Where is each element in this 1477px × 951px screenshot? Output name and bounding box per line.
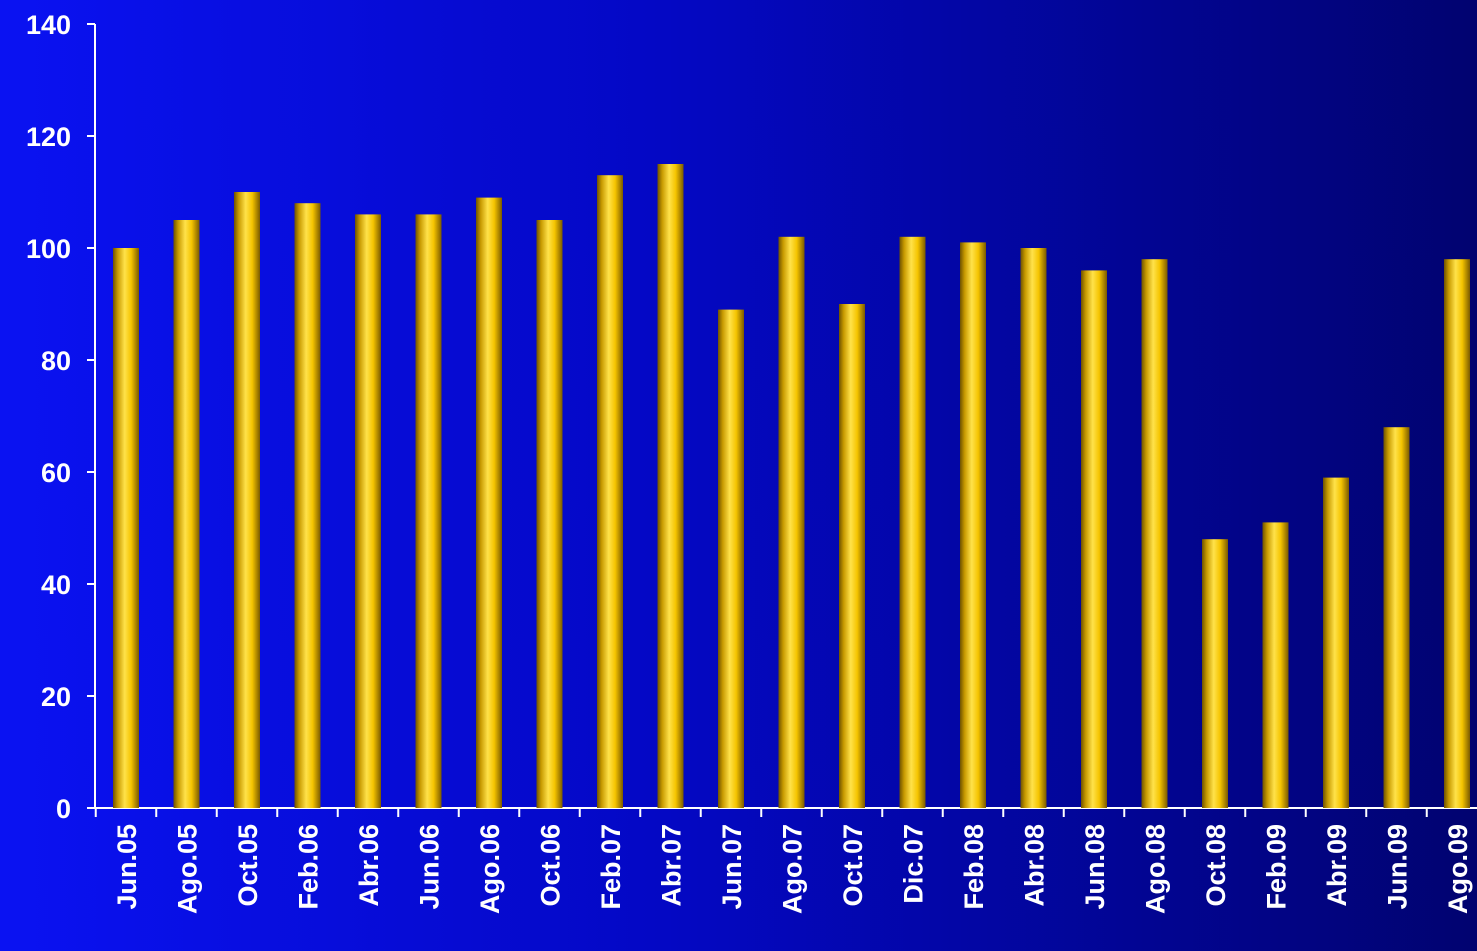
x-tick-label: Jun.09 [1383,824,1413,910]
x-tick-label: Jun.08 [1080,824,1110,910]
bar-jun-07 [718,309,744,808]
x-tick-label: Oct.07 [838,824,868,907]
y-tick-label: 140 [26,10,71,40]
x-tick-label: Oct.06 [536,824,566,907]
bar-oct-08 [1202,539,1228,808]
x-tick-label: Jun.05 [112,824,142,910]
bar-jun-08 [1081,270,1107,808]
bar-ago-05 [173,220,200,808]
bar-ago-08 [1141,259,1168,808]
x-tick-label: Oct.05 [233,824,263,907]
x-tick-label: Feb.08 [959,824,989,910]
y-tick-label: 20 [41,682,71,712]
bar-ago-09 [1444,259,1470,808]
x-tick-label: Feb.06 [294,824,324,910]
x-tick-label: Ago.09 [1443,824,1473,914]
bar-abr-09 [1323,477,1349,808]
x-tick-label: Jun.07 [717,824,747,910]
y-tick-label: 120 [26,122,71,152]
bar-jun-05 [113,248,139,808]
bar-feb-07 [597,175,623,808]
bar-ago-06 [476,197,502,809]
bar-jun-06 [415,214,442,808]
x-tick-label: Abr.08 [1020,824,1050,907]
y-tick-label: 0 [56,794,71,824]
bar-abr-06 [355,214,381,808]
bar-jun-09 [1383,427,1410,808]
y-tick-label: 40 [41,570,71,600]
x-tick-label: Oct.08 [1201,824,1231,907]
bar-oct-05 [234,192,260,808]
x-axis [94,807,1477,817]
x-tick-label: Ago.06 [475,824,505,914]
x-tick-label: Abr.09 [1322,824,1352,907]
bar-dic-07 [899,236,926,809]
bar-oct-07 [839,304,865,808]
x-tick-label: Abr.06 [354,824,384,907]
bar-abr-07 [657,164,684,808]
bar-feb-06 [294,203,321,808]
bar-abr-08 [1020,248,1047,808]
y-tick-label: 80 [41,346,71,376]
y-tick-label: 100 [26,234,71,264]
bar-ago-07 [778,236,805,809]
bar-feb-08 [960,242,986,808]
x-tick-labels: Jun.05 Ago.05 Oct.05 Feb.06 Abr.06 Jun.06 Ago.… [112,824,1473,914]
x-tick-label: Dic.07 [899,824,929,904]
y-tick-label: 60 [41,458,71,488]
x-tick-label: Ago.08 [1141,824,1171,914]
x-tick-label: Jun.06 [415,824,445,910]
x-tick-label: Ago.07 [778,824,808,914]
bar-oct-06 [536,220,563,808]
bar-feb-09 [1262,522,1289,808]
y-axis: 0 20 40 60 80 100 120 140 [26,10,96,824]
x-tick-label: Feb.07 [596,824,626,910]
x-tick-label: Abr.07 [657,824,687,907]
x-tick-label: Ago.05 [173,824,203,914]
bars [113,164,1470,809]
x-tick-label: Feb.09 [1262,824,1292,910]
